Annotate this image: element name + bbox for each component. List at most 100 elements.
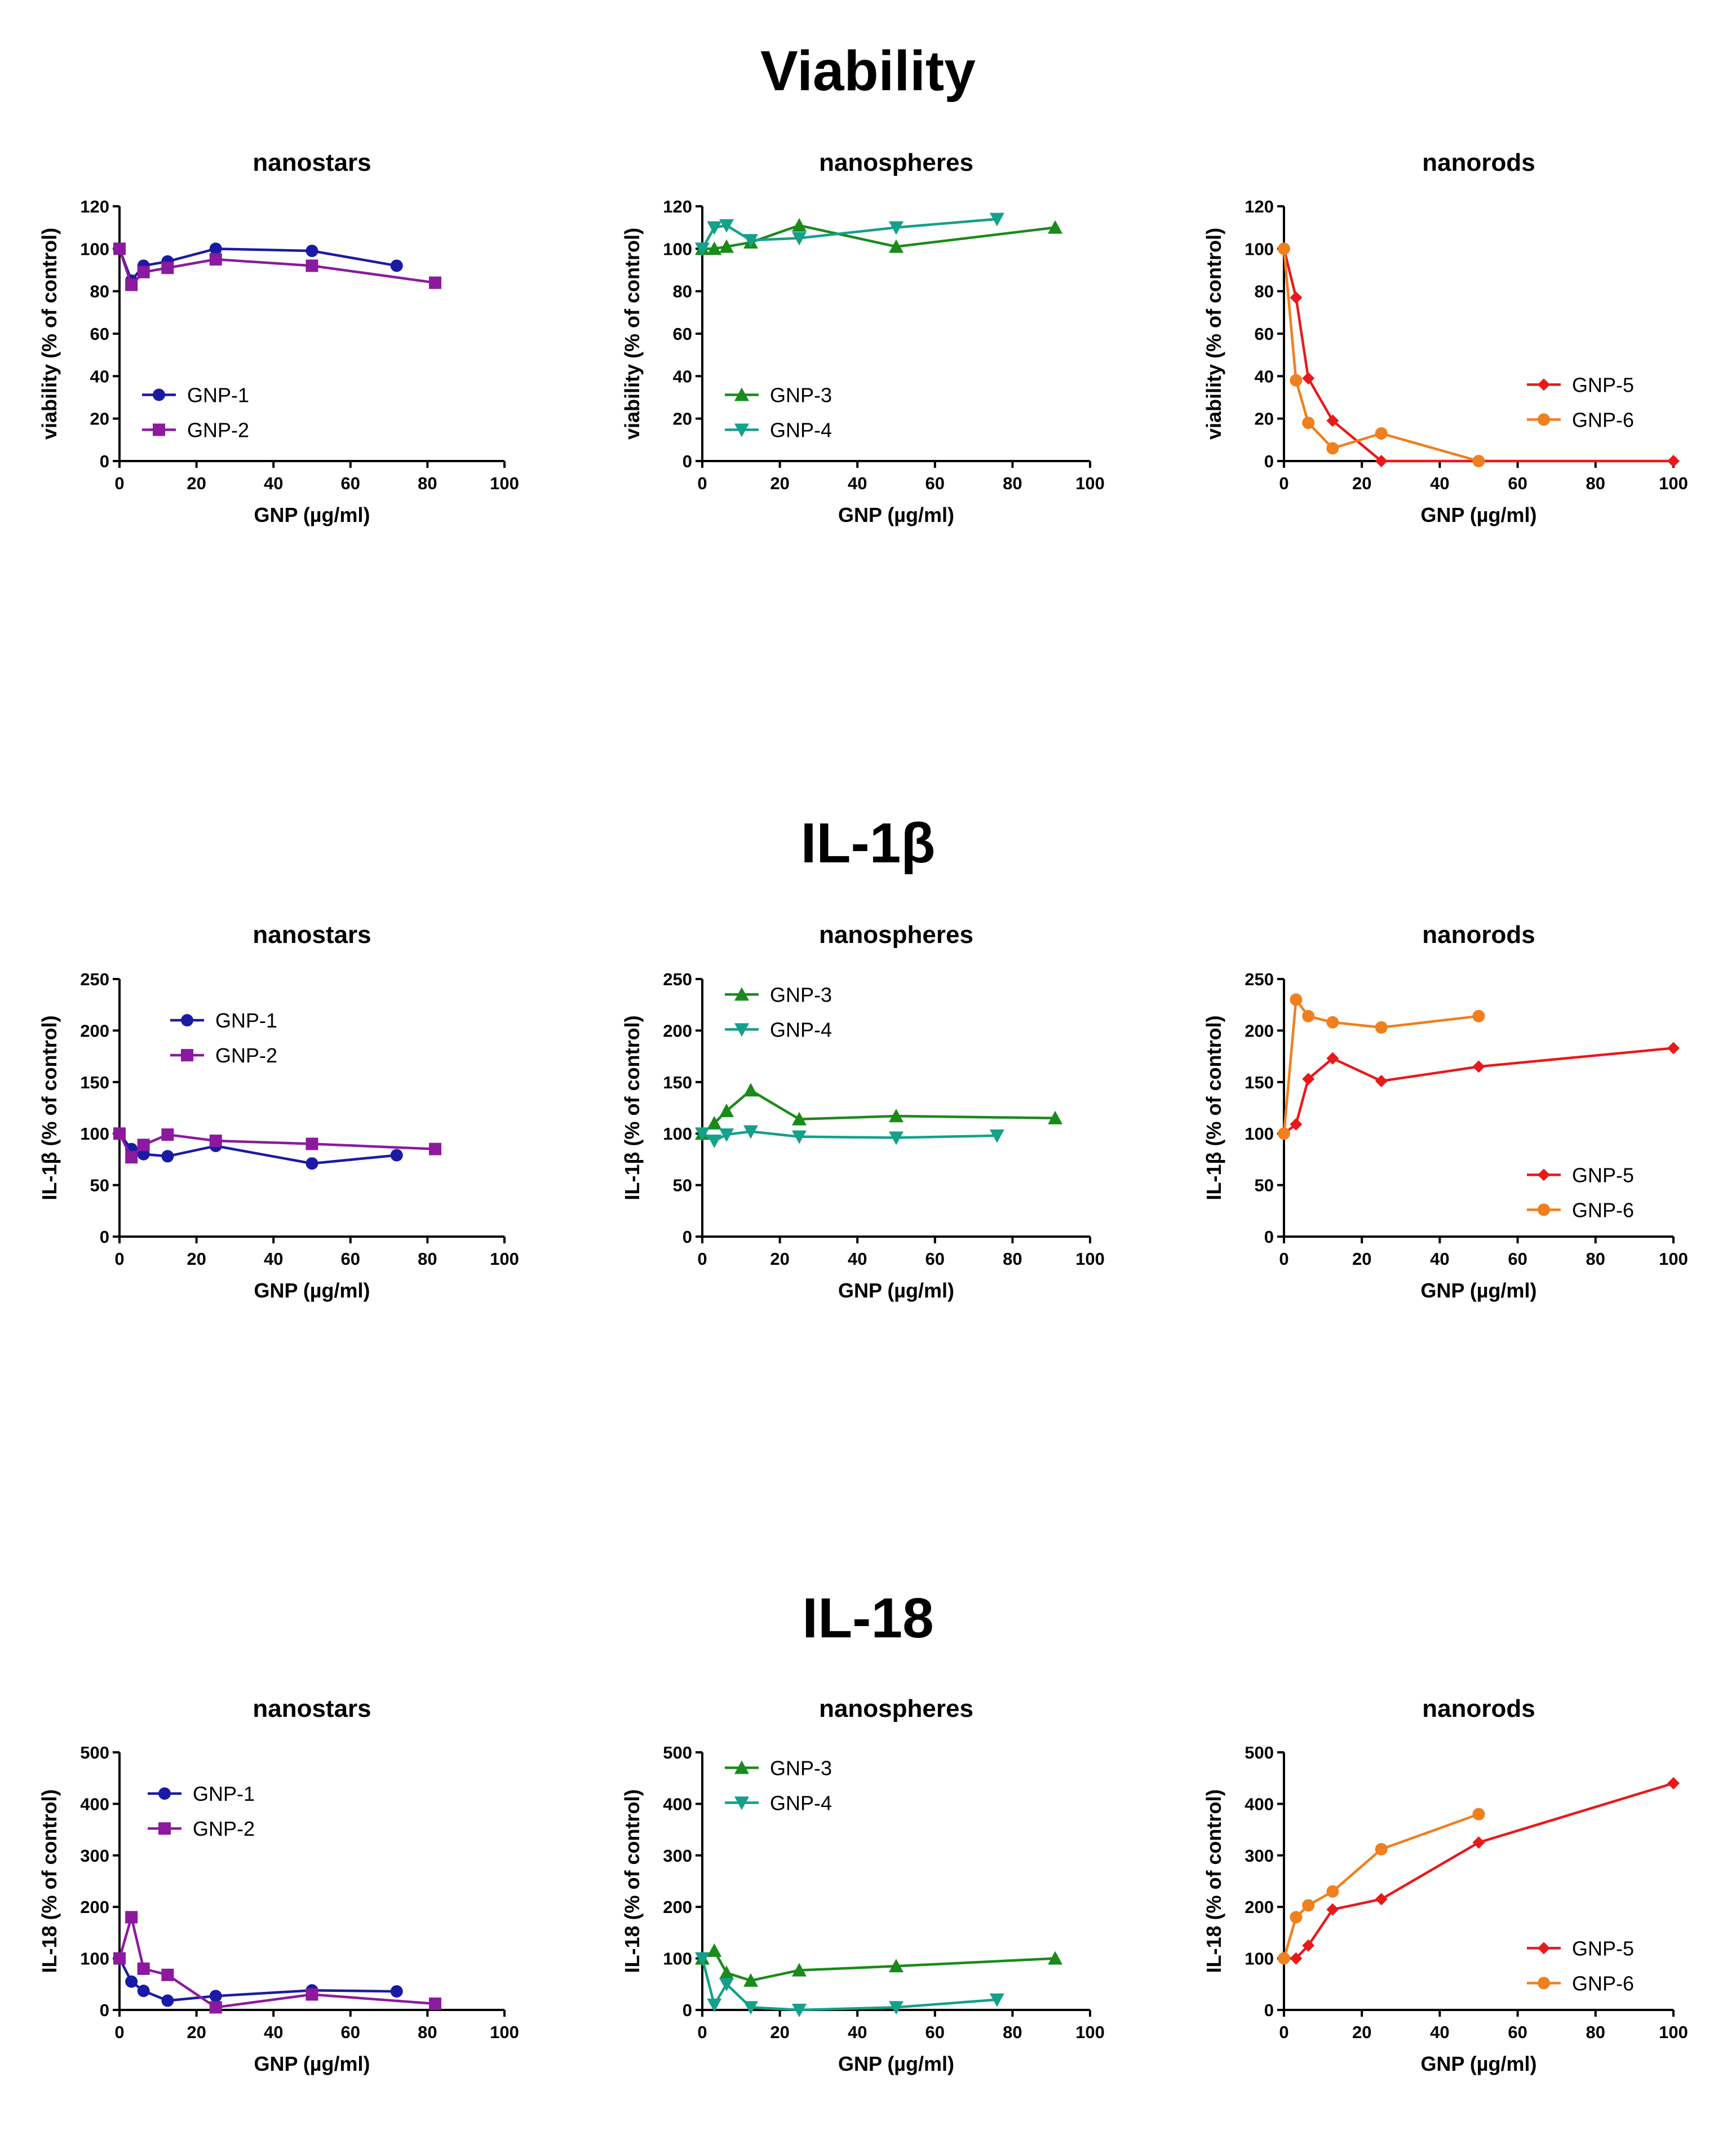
data-point [209, 1134, 222, 1147]
x-tick-label: 100 [1075, 473, 1105, 493]
y-axis-label: IL-18 (% of control) [1202, 1790, 1225, 1973]
series-line [1282, 1813, 1480, 1959]
data-point [390, 1985, 403, 1998]
data-point [1472, 1009, 1485, 1022]
legend-item: GNP-4 [725, 1018, 832, 1041]
data-point [719, 1965, 734, 1979]
data-point [1472, 455, 1485, 467]
data-point [1290, 1911, 1303, 1924]
y-axis-label: viability (% of control) [38, 228, 61, 440]
y-tick-label: 20 [1255, 409, 1274, 429]
data-point [1278, 242, 1290, 255]
legend-marker [181, 1014, 193, 1027]
data-point [161, 1968, 174, 1981]
series-line [118, 247, 397, 284]
data-point [889, 221, 904, 235]
chart-viability-nanospheres: nanospheres 0 20 40 60 80 100 120 0 20 40 60 80 100 GN… [621, 149, 1105, 526]
data-point [305, 245, 318, 258]
data-point [707, 241, 722, 255]
chart-il-18-nanospheres: nanospheres 0 100 200 300 400 500 0 20 40 60 80 100 G… [621, 1695, 1105, 2075]
data-point [719, 1978, 734, 1992]
legend-item: GNP-3 [725, 983, 832, 1006]
data-point [113, 242, 126, 255]
chart-viability-nanorods: nanorods 0 20 40 60 80 100 120 0 20 40 60 80 100 GNP (… [1202, 149, 1688, 526]
data-point [390, 1149, 403, 1162]
data-point [889, 1959, 904, 1973]
data-point [161, 1128, 174, 1141]
data-point [792, 218, 807, 232]
y-tick-label: 500 [663, 1743, 692, 1762]
data-point [1302, 372, 1315, 385]
y-tick-label: 400 [1245, 1794, 1274, 1814]
legend-label: GNP-6 [1572, 1198, 1634, 1221]
x-tick-label: 100 [1659, 1249, 1688, 1269]
y-tick-label: 50 [673, 1176, 692, 1195]
data-point [125, 1151, 138, 1164]
legend-marker [734, 1760, 749, 1774]
chart-il-1β-nanospheres: nanospheres 0 50 100 150 200 250 0 20 40 60 80 100 GN… [621, 921, 1105, 1302]
x-tick-label: 40 [264, 2022, 283, 2042]
data-point [1278, 1127, 1290, 1140]
x-tick-label: 0 [1279, 473, 1288, 493]
x-tick-label: 100 [1659, 473, 1688, 493]
y-tick-label: 60 [1255, 324, 1274, 344]
data-point [125, 1975, 138, 1988]
y-tick-label: 0 [100, 2000, 109, 2020]
legend-label: GNP-5 [1572, 373, 1634, 396]
data-point [209, 242, 222, 255]
y-axis-label: viability (% of control) [1202, 228, 1225, 440]
legend-label: GNP-1 [187, 383, 249, 406]
data-point [1302, 1073, 1315, 1086]
data-point [1472, 1060, 1485, 1073]
x-tick-label: 80 [1586, 1249, 1605, 1269]
series-gnp-1 [113, 1127, 403, 1170]
data-point [695, 242, 710, 256]
legend-label: GNP-4 [770, 418, 832, 441]
series-line [118, 1958, 397, 2002]
data-point [989, 1129, 1004, 1143]
data-point [695, 1952, 710, 1966]
x-tick-label: 0 [114, 2022, 124, 2042]
data-point [743, 1083, 758, 1097]
data-point [125, 278, 138, 291]
data-point [429, 1998, 442, 2010]
legend-item: GNP-6 [1527, 1198, 1634, 1221]
legend-marker [153, 423, 165, 436]
y-tick-label: 120 [1245, 197, 1274, 216]
data-point [137, 1985, 150, 1998]
data-point [1667, 1042, 1680, 1055]
data-point [1326, 1885, 1339, 1898]
data-point [137, 1139, 150, 1152]
chart-il-1β-nanorods: nanorods 0 50 100 150 200 250 0 20 40 60 80 100 GNP (… [1202, 921, 1688, 1302]
data-point [889, 1109, 904, 1123]
data-point [1048, 1951, 1063, 1965]
x-tick-label: 60 [1508, 473, 1527, 493]
y-tick-label: 80 [90, 282, 109, 302]
x-tick-label: 40 [848, 2022, 867, 2042]
series-gnp-2 [113, 1127, 442, 1164]
y-axis-label: IL-1β (% of control) [38, 1016, 61, 1201]
x-tick-label: 60 [925, 1249, 945, 1269]
y-axis-label: IL-1β (% of control) [1202, 1016, 1225, 1201]
y-tick-label: 400 [663, 1794, 692, 1814]
x-tick-label: 20 [187, 2022, 206, 2042]
data-point [792, 1130, 807, 1144]
x-tick-label: 0 [1279, 1249, 1288, 1269]
y-tick-label: 200 [80, 1897, 109, 1917]
data-point [305, 1137, 318, 1150]
legend-label: GNP-2 [187, 418, 249, 441]
y-tick-label: 100 [80, 239, 109, 259]
data-point [209, 2001, 222, 2014]
series-line [701, 1948, 1056, 1982]
legend-item: GNP-1 [170, 1009, 277, 1032]
y-tick-label: 100 [663, 1949, 692, 1969]
data-point [1302, 417, 1315, 429]
legend-item: GNP-6 [1527, 1972, 1634, 1995]
x-tick-label: 20 [770, 1249, 789, 1269]
data-point [1326, 1903, 1339, 1916]
x-tick-label: 80 [1586, 473, 1605, 493]
legend-item: GNP-2 [170, 1044, 277, 1067]
data-point [1375, 1893, 1388, 1906]
x-axis-label: GNP (µg/ml) [838, 2052, 954, 2075]
